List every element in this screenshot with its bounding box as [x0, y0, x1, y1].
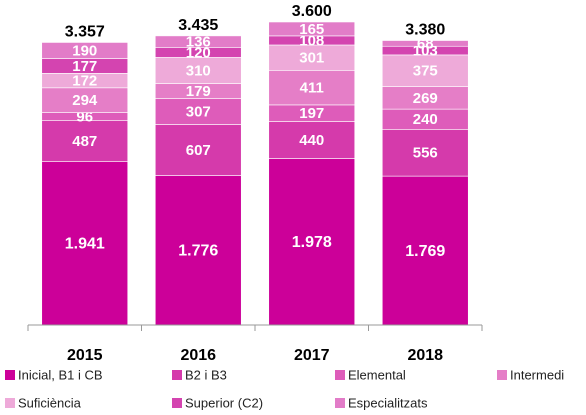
value-label: 1.776 — [178, 242, 218, 259]
value-label: 103 — [413, 43, 438, 60]
value-label: 172 — [72, 73, 97, 90]
value-label: 240 — [413, 111, 438, 128]
x-tick-label: 2018 — [407, 347, 443, 364]
x-tick-label: 2017 — [294, 347, 330, 364]
bar-segment — [381, 54, 469, 87]
value-label: 375 — [413, 63, 438, 80]
bar-segment — [268, 121, 356, 159]
bar-segment — [154, 175, 242, 326]
legend-label: Elemental — [348, 367, 406, 382]
value-label: 108 — [299, 32, 324, 49]
bar-segment — [41, 87, 129, 113]
value-label: 307 — [186, 103, 211, 120]
value-label: 310 — [186, 62, 211, 79]
legend-swatch — [497, 370, 507, 380]
x-tick-label: 2015 — [67, 347, 103, 364]
bar-segment — [41, 42, 129, 59]
legend-swatch — [5, 398, 15, 408]
total-label: 3.380 — [405, 22, 445, 39]
legend-swatch — [172, 370, 182, 380]
total-label: 3.357 — [65, 24, 105, 41]
value-label: 294 — [72, 92, 98, 109]
legend-label: B2 i B3 — [185, 367, 227, 382]
value-label: 177 — [72, 58, 97, 75]
value-label: 1.978 — [292, 234, 332, 251]
total-label: 3.435 — [178, 17, 218, 34]
value-label: 607 — [186, 142, 211, 159]
bar-segment — [268, 70, 356, 106]
bar-segment — [268, 44, 356, 71]
legend-label: Intermedi — [510, 367, 564, 382]
legend-swatch — [5, 370, 15, 380]
legend-swatch — [172, 398, 182, 408]
bar-segment — [154, 57, 242, 84]
bar-segment — [268, 158, 356, 326]
value-label: 487 — [72, 133, 97, 150]
legend-swatch — [335, 398, 345, 408]
bar-segment — [268, 21, 356, 37]
legend-label: Inicial, B1 i CB — [18, 367, 103, 382]
value-label: 197 — [299, 105, 324, 122]
bar-segment — [41, 161, 129, 326]
value-label: 269 — [413, 90, 438, 107]
value-label: 556 — [413, 145, 438, 162]
value-label: 120 — [186, 44, 211, 61]
value-label: 68 — [417, 35, 434, 52]
value-label: 1.769 — [405, 243, 445, 260]
value-label: 301 — [299, 50, 324, 67]
x-tick-label: 2016 — [180, 347, 216, 364]
total-label: 3.600 — [292, 3, 332, 20]
bar-segment — [381, 175, 469, 326]
value-label: 136 — [186, 34, 211, 51]
legend-label: Especialitzats — [348, 395, 428, 410]
value-label: 165 — [299, 21, 324, 38]
value-label: 440 — [299, 132, 324, 149]
bar-segment — [154, 35, 242, 48]
legend-label: Suficiència — [18, 395, 82, 410]
value-label: 411 — [300, 80, 324, 97]
legend-label: Superior (C2) — [185, 395, 263, 410]
bar-segment — [41, 120, 129, 162]
value-label: 179 — [186, 83, 211, 100]
bar-segment — [154, 124, 242, 176]
value-label: 190 — [72, 42, 97, 59]
bar-segment — [381, 40, 469, 47]
value-label: 1.941 — [65, 236, 105, 253]
legend-swatch — [335, 370, 345, 380]
bar-segment — [381, 129, 469, 177]
